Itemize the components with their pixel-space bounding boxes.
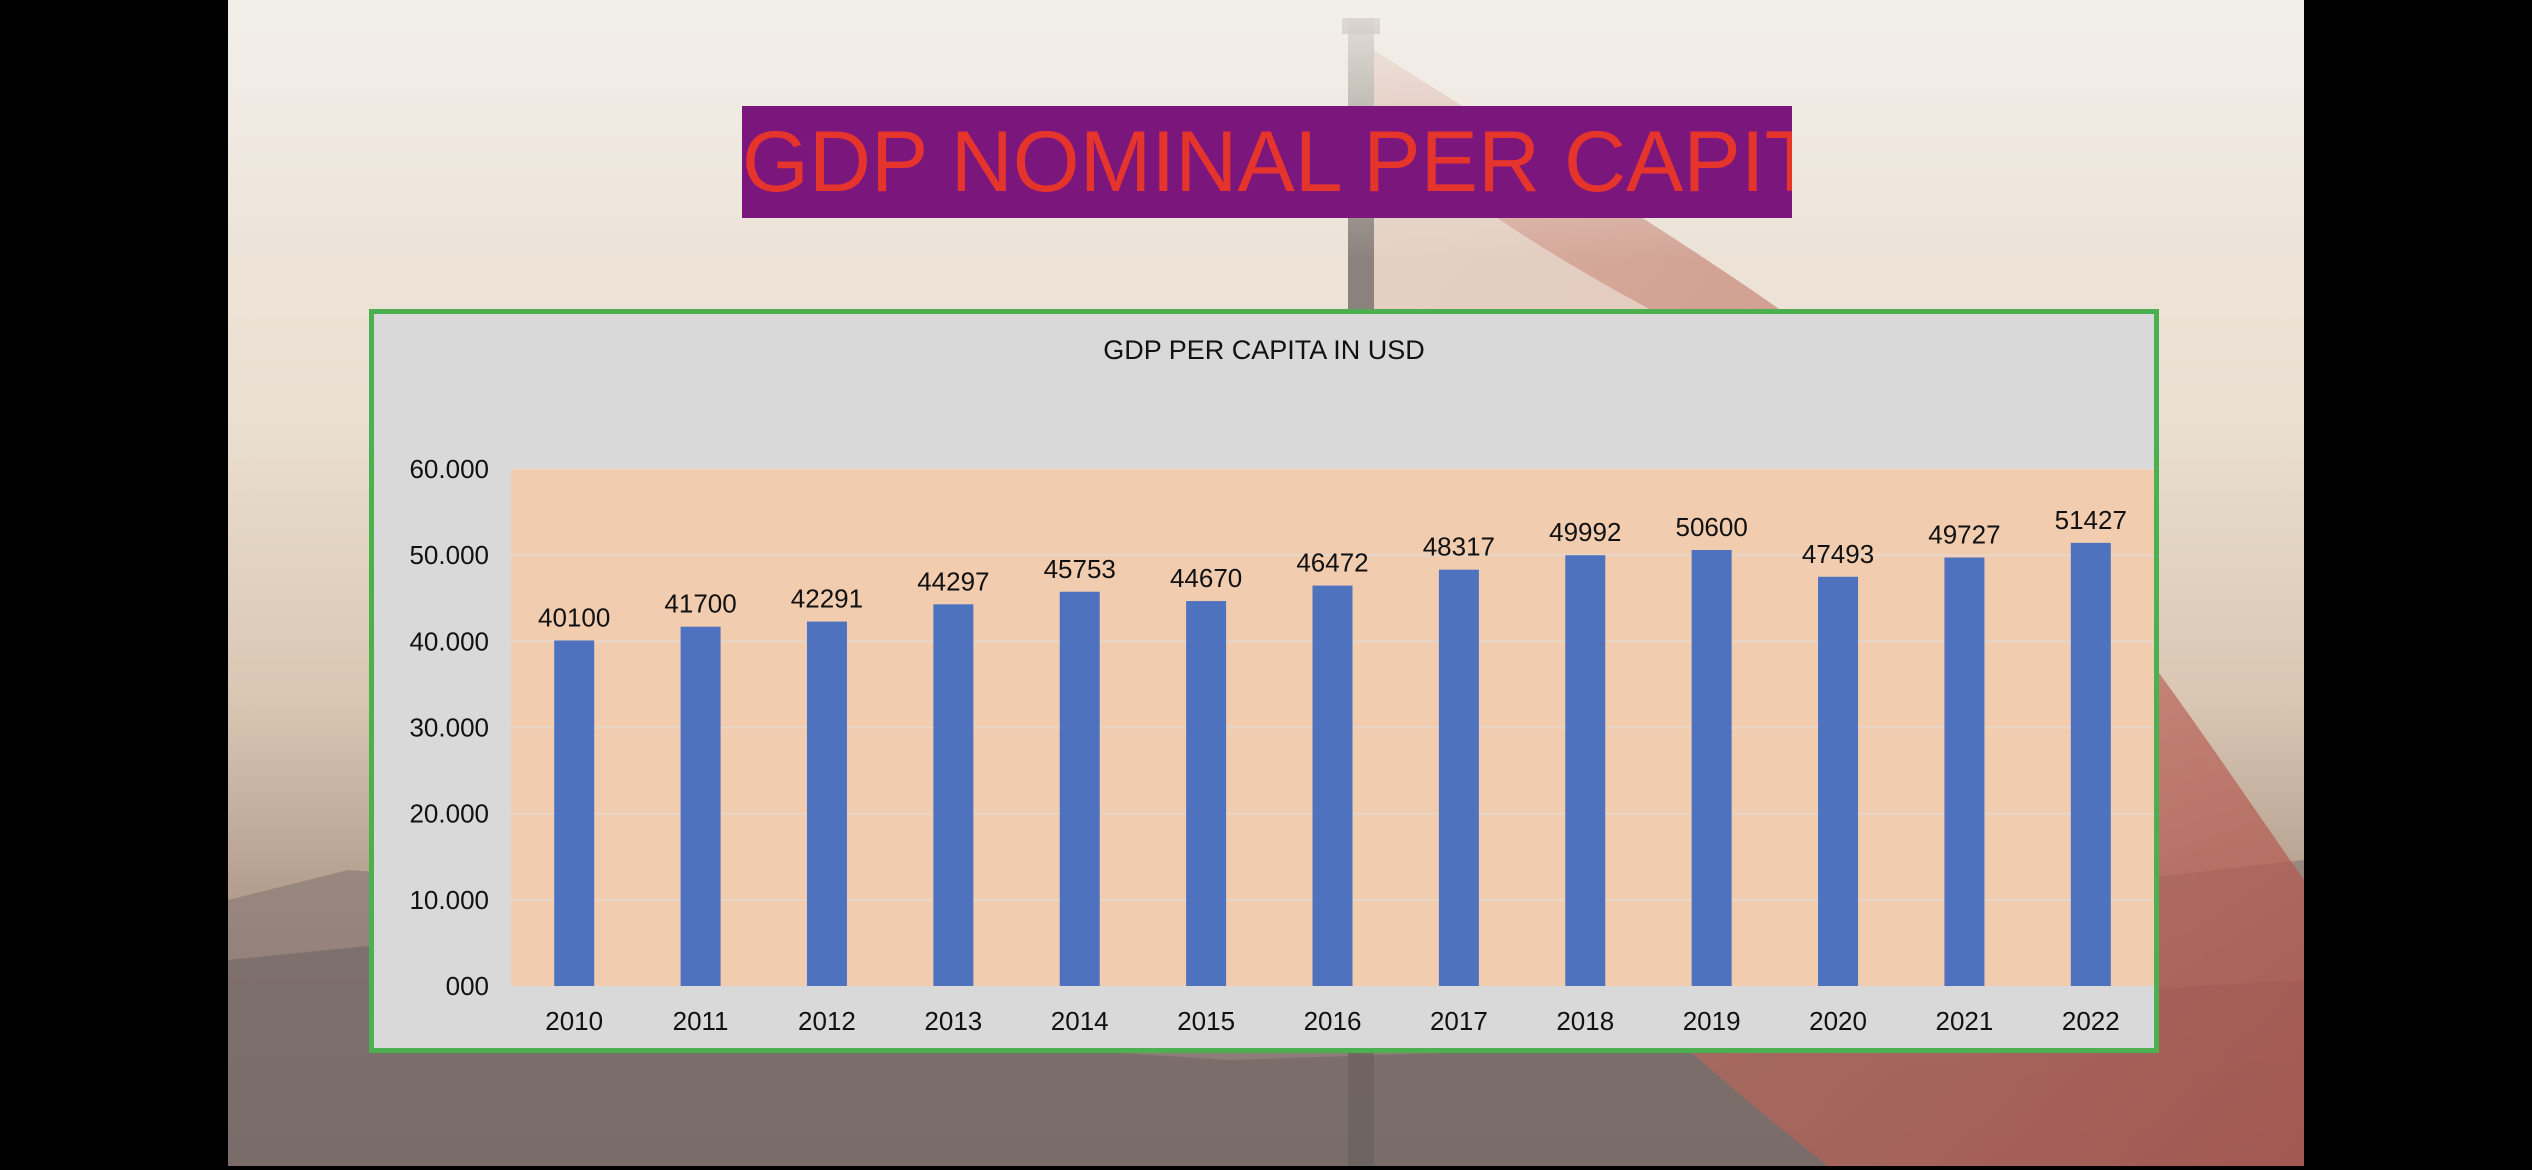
x-tick-label: 2020 [1809,1006,1867,1036]
x-tick-label: 2016 [1304,1006,1362,1036]
y-tick-label: 60.000 [409,454,489,484]
x-tick-label: 2018 [1556,1006,1614,1036]
bar [1565,555,1606,986]
bar [1059,591,1100,986]
data-label: 44297 [917,566,989,596]
y-tick-label: 20.000 [409,799,489,829]
x-tick-label: 2013 [924,1006,982,1036]
bar [933,604,974,986]
x-tick-label: 2014 [1051,1006,1109,1036]
x-tick-label: 2015 [1177,1006,1235,1036]
y-tick-label: 000 [446,971,489,1001]
data-label: 47493 [1802,539,1874,569]
slide-title: GDP NOMINAL PER CAPITA. [742,106,1792,218]
data-label: 45753 [1044,554,1116,584]
chart-container: 40100 41700 42291 44297 45753 44670 46472 48317… [369,309,2159,1053]
x-tick-label: 2010 [545,1006,603,1036]
data-label: 49727 [1928,520,2000,550]
data-label: 40100 [538,602,610,632]
data-label: 49992 [1549,517,1621,547]
y-tick-label: 50.000 [409,540,489,570]
y-tick-label: 10.000 [409,885,489,915]
data-label: 48317 [1423,532,1495,562]
x-axis-ticks: 2010 2011 2012 2013 2014 2015 2016 2017 2018 2019… [545,1006,2119,1036]
bar [1691,549,1732,986]
x-tick-label: 2021 [1936,1006,1994,1036]
x-tick-label: 2017 [1430,1006,1488,1036]
bar [2070,542,2111,986]
y-axis-ticks: 000 10.000 20.000 30.000 40.000 50.000 60.000 [409,454,489,1001]
bar [680,626,721,986]
x-tick-label: 2011 [673,1006,729,1036]
data-label: 50600 [1675,512,1747,542]
bar [1818,576,1859,986]
y-tick-label: 40.000 [409,626,489,656]
x-tick-label: 2012 [798,1006,856,1036]
chart-title: GDP PER CAPITA IN USD [1103,335,1425,365]
bar [1186,601,1227,986]
presentation-slide: GDP NOMINAL PER CAPITA. 40100 41700 42291 4… [228,0,2304,1166]
bars [554,542,2111,986]
x-tick-label: 2019 [1683,1006,1741,1036]
x-tick-label: 2022 [2062,1006,2120,1036]
y-tick-label: 30.000 [409,713,489,743]
data-label: 41700 [664,589,736,619]
data-labels: 40100 41700 42291 44297 45753 44670 46472 48317… [538,505,2127,633]
bar [1312,585,1353,986]
data-label: 42291 [791,584,863,614]
data-label: 46472 [1296,548,1368,578]
bar-chart: 40100 41700 42291 44297 45753 44670 46472 48317… [409,335,2154,1036]
bar [1944,557,1985,986]
data-label: 44670 [1170,563,1242,593]
bar [1438,569,1479,986]
data-label: 51427 [2055,505,2127,535]
bar [554,640,595,986]
bar [806,621,847,986]
